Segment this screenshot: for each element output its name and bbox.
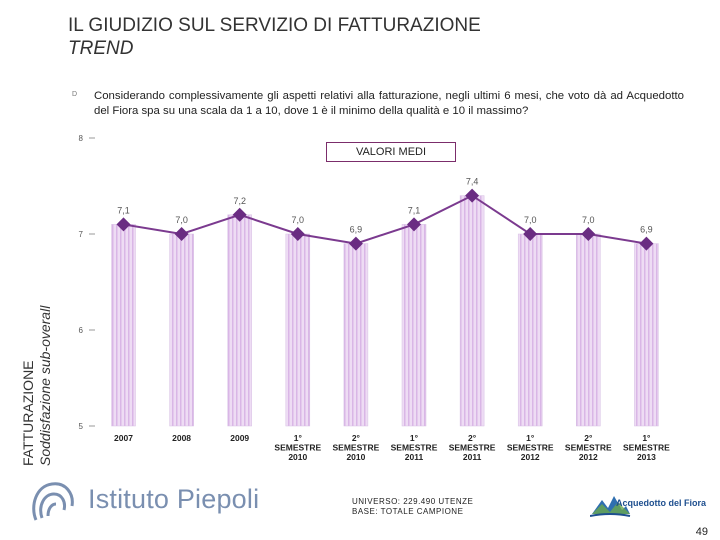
piepoli-logo (32, 482, 74, 521)
x-axis-labels: 2007 2008 2009 1°SEMESTRE20102°SEMESTRE2010… (114, 433, 670, 462)
x-label-8-1: SEMESTRE (565, 443, 612, 453)
brand-name: Acquedotto del Fiora (616, 498, 706, 508)
trend-marker-3 (290, 227, 305, 241)
trend-polyline (123, 194, 647, 245)
y-tick-label-6: 6 (79, 326, 84, 335)
trend-marker-2 (232, 207, 247, 222)
x-label-9-2: 2013 (637, 452, 656, 462)
y-axis: 5 6 7 8 (79, 134, 95, 431)
trend-marker-9 (639, 236, 654, 251)
x-label-7-2: 2012 (521, 452, 540, 462)
x-label-4-0: 2° (352, 433, 361, 443)
trend-marker-8 (581, 227, 596, 241)
x-label-3-1: SEMESTRE (274, 443, 321, 453)
title-main: IL GIUDIZIO SUL SERVIZIO DI FATTURAZIONE (68, 15, 481, 36)
bar-7 (517, 233, 543, 427)
y-tick-label-8: 8 (79, 134, 84, 143)
trend-marker-4 (348, 236, 363, 251)
value-label-5: 7,1 (408, 205, 421, 215)
value-label-7: 7,0 (524, 215, 537, 225)
x-label-9-0: 1° (642, 433, 651, 443)
x-label-8-0: 2° (584, 433, 593, 443)
x-label-1-0: 2008 (172, 433, 191, 443)
x-label-2-0: 2009 (230, 433, 249, 443)
survey-question: Considerando complessivamente gli aspett… (94, 90, 684, 117)
y-tick-label-5: 5 (79, 422, 84, 431)
bar-1 (169, 233, 194, 427)
trend-marker-0 (116, 217, 131, 232)
y-tick-label-7: 7 (79, 230, 84, 239)
x-label-3-0: 1° (294, 433, 303, 443)
chart-title: VALORI MEDI (326, 142, 456, 162)
value-label-3: 7,0 (292, 215, 305, 225)
bar-6 (459, 195, 485, 427)
value-label-4: 6,9 (350, 225, 363, 235)
bar-2 (227, 214, 252, 427)
acquedotto-logo (590, 496, 631, 517)
x-label-4-2: 2010 (346, 452, 365, 462)
bar-9 (634, 243, 659, 427)
x-label-6-0: 2° (468, 433, 477, 443)
value-label-0: 7,1 (117, 205, 130, 215)
bars (111, 195, 659, 427)
x-label-8-2: 2012 (579, 452, 598, 462)
x-label-4-1: SEMESTRE (333, 443, 380, 453)
x-label-5-1: SEMESTRE (391, 443, 438, 453)
x-label-6-1: SEMESTRE (449, 443, 496, 453)
x-label-9-1: SEMESTRE (623, 443, 670, 453)
value-label-9: 6,9 (640, 225, 653, 235)
value-labels: 7,1 7,0 7,2 7,0 6,9 7,1 7,4 7,0 7,0 6,9 (117, 177, 652, 235)
x-label-5-0: 1° (410, 433, 419, 443)
x-label-7-0: 1° (526, 433, 535, 443)
x-label-7-1: SEMESTRE (507, 443, 554, 453)
piepoli-logo-text: Istituto Piepoli (88, 484, 260, 514)
sample-note: UNIVERSO: 229.490 UTENZE BASE: TOTALE CA… (352, 497, 473, 517)
value-label-1: 7,0 (175, 215, 188, 225)
value-label-8: 7,0 (582, 215, 595, 225)
trend-marker-1 (174, 227, 189, 241)
trend-marker-6 (465, 188, 480, 203)
bar-8 (576, 233, 601, 427)
value-label-2: 7,2 (233, 196, 246, 206)
title-sub: TREND (68, 38, 134, 59)
x-label-0-0: 2007 (114, 433, 133, 443)
page-title: IL GIUDIZIO SUL SERVIZIO DI FATTURAZIONE… (68, 14, 481, 60)
bar-3 (285, 233, 311, 427)
x-label-5-2: 2011 (405, 452, 424, 462)
trend-marker-7 (523, 227, 538, 241)
question-marker: D (72, 91, 78, 98)
universe-note: UNIVERSO: 229.490 UTENZE (352, 497, 474, 506)
page-number: 49 (695, 526, 708, 538)
x-label-3-2: 2010 (288, 452, 307, 462)
x-label-6-2: 2011 (463, 452, 482, 462)
trend-marker-5 (407, 217, 421, 232)
bar-5 (401, 224, 427, 427)
bar-0 (111, 224, 136, 427)
trend-line (116, 188, 654, 251)
base-note: BASE: TOTALE CAMPIONE (352, 507, 464, 516)
bar-4 (343, 243, 369, 427)
value-label-6: 7,4 (466, 177, 479, 187)
